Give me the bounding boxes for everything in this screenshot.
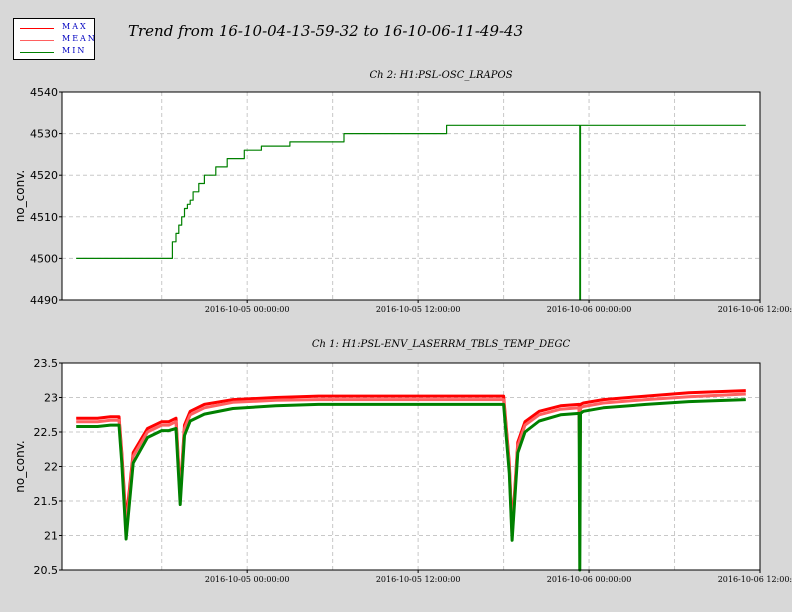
plot-area <box>62 92 760 300</box>
legend-label-min: MIN <box>62 46 87 55</box>
series-line-min <box>76 398 746 572</box>
plot-frame <box>61 362 761 571</box>
plot-frame <box>61 91 761 301</box>
x-tick-label: 2016-10-05 12:00:00 <box>376 575 461 584</box>
y-tick-label: 4520 <box>30 169 58 182</box>
y-tick-label: 4500 <box>30 252 58 265</box>
legend-swatch-mean <box>20 40 54 41</box>
x-tick-label: 2016-10-06 12:00:00 <box>718 575 792 584</box>
x-tick-label: 2016-10-05 00:00:00 <box>205 305 290 314</box>
x-tick-label: 2016-10-05 00:00:00 <box>205 575 290 584</box>
legend-swatch-max <box>20 28 54 29</box>
y-tick-label: 21 <box>44 530 58 543</box>
x-tick-label: 2016-10-06 12:00:00 <box>718 305 792 314</box>
page-title: Trend from 16-10-04-13-59-32 to 16-10-06… <box>128 22 524 40</box>
x-tick-label: 2016-10-05 12:00:00 <box>376 305 461 314</box>
legend-item-mean: MEAN <box>18 34 95 46</box>
legend-label-mean: MEAN <box>62 34 97 43</box>
legend-item-min: MIN <box>18 46 92 58</box>
legend: MAX MEAN MIN <box>13 18 95 60</box>
y-axis-label: no_conv. <box>13 170 27 222</box>
chart-2: 20.5 21 21.5 22 22.5 23 23.5 2016-10-05 00:00:0… <box>13 339 792 584</box>
y-tick-label: 4490 <box>30 294 58 307</box>
y-tick-label: 20.5 <box>34 564 59 577</box>
series-line-min <box>76 124 746 301</box>
y-tick-label: 4530 <box>30 128 58 141</box>
x-tick-label: 2016-10-06 00:00:00 <box>547 575 632 584</box>
y-tick-label: 23.5 <box>34 357 59 370</box>
y-tick-label: 23 <box>44 392 58 405</box>
y-tick-label: 4540 <box>30 86 58 99</box>
chart-title: Ch 2: H1:PSL-OSC_LRAPOS <box>369 70 512 81</box>
y-tick-label: 22 <box>44 461 58 474</box>
y-axis-label: no_conv. <box>13 440 27 492</box>
legend-swatch-min <box>20 52 54 53</box>
chart-title: Ch 1: H1:PSL-ENV_LASERRM_TBLS_TEMP_DEGC <box>312 339 571 350</box>
legend-item-max: MAX <box>18 22 92 34</box>
legend-label-max: MAX <box>62 22 88 31</box>
chart-1: 4490 4500 4510 4520 4530 4540 2016-10-05 00:00… <box>13 70 792 314</box>
y-tick-label: 21.5 <box>34 495 59 508</box>
y-tick-label: 22.5 <box>34 426 59 439</box>
y-tick-label: 4510 <box>30 211 58 224</box>
x-tick-label: 2016-10-06 00:00:00 <box>547 305 632 314</box>
